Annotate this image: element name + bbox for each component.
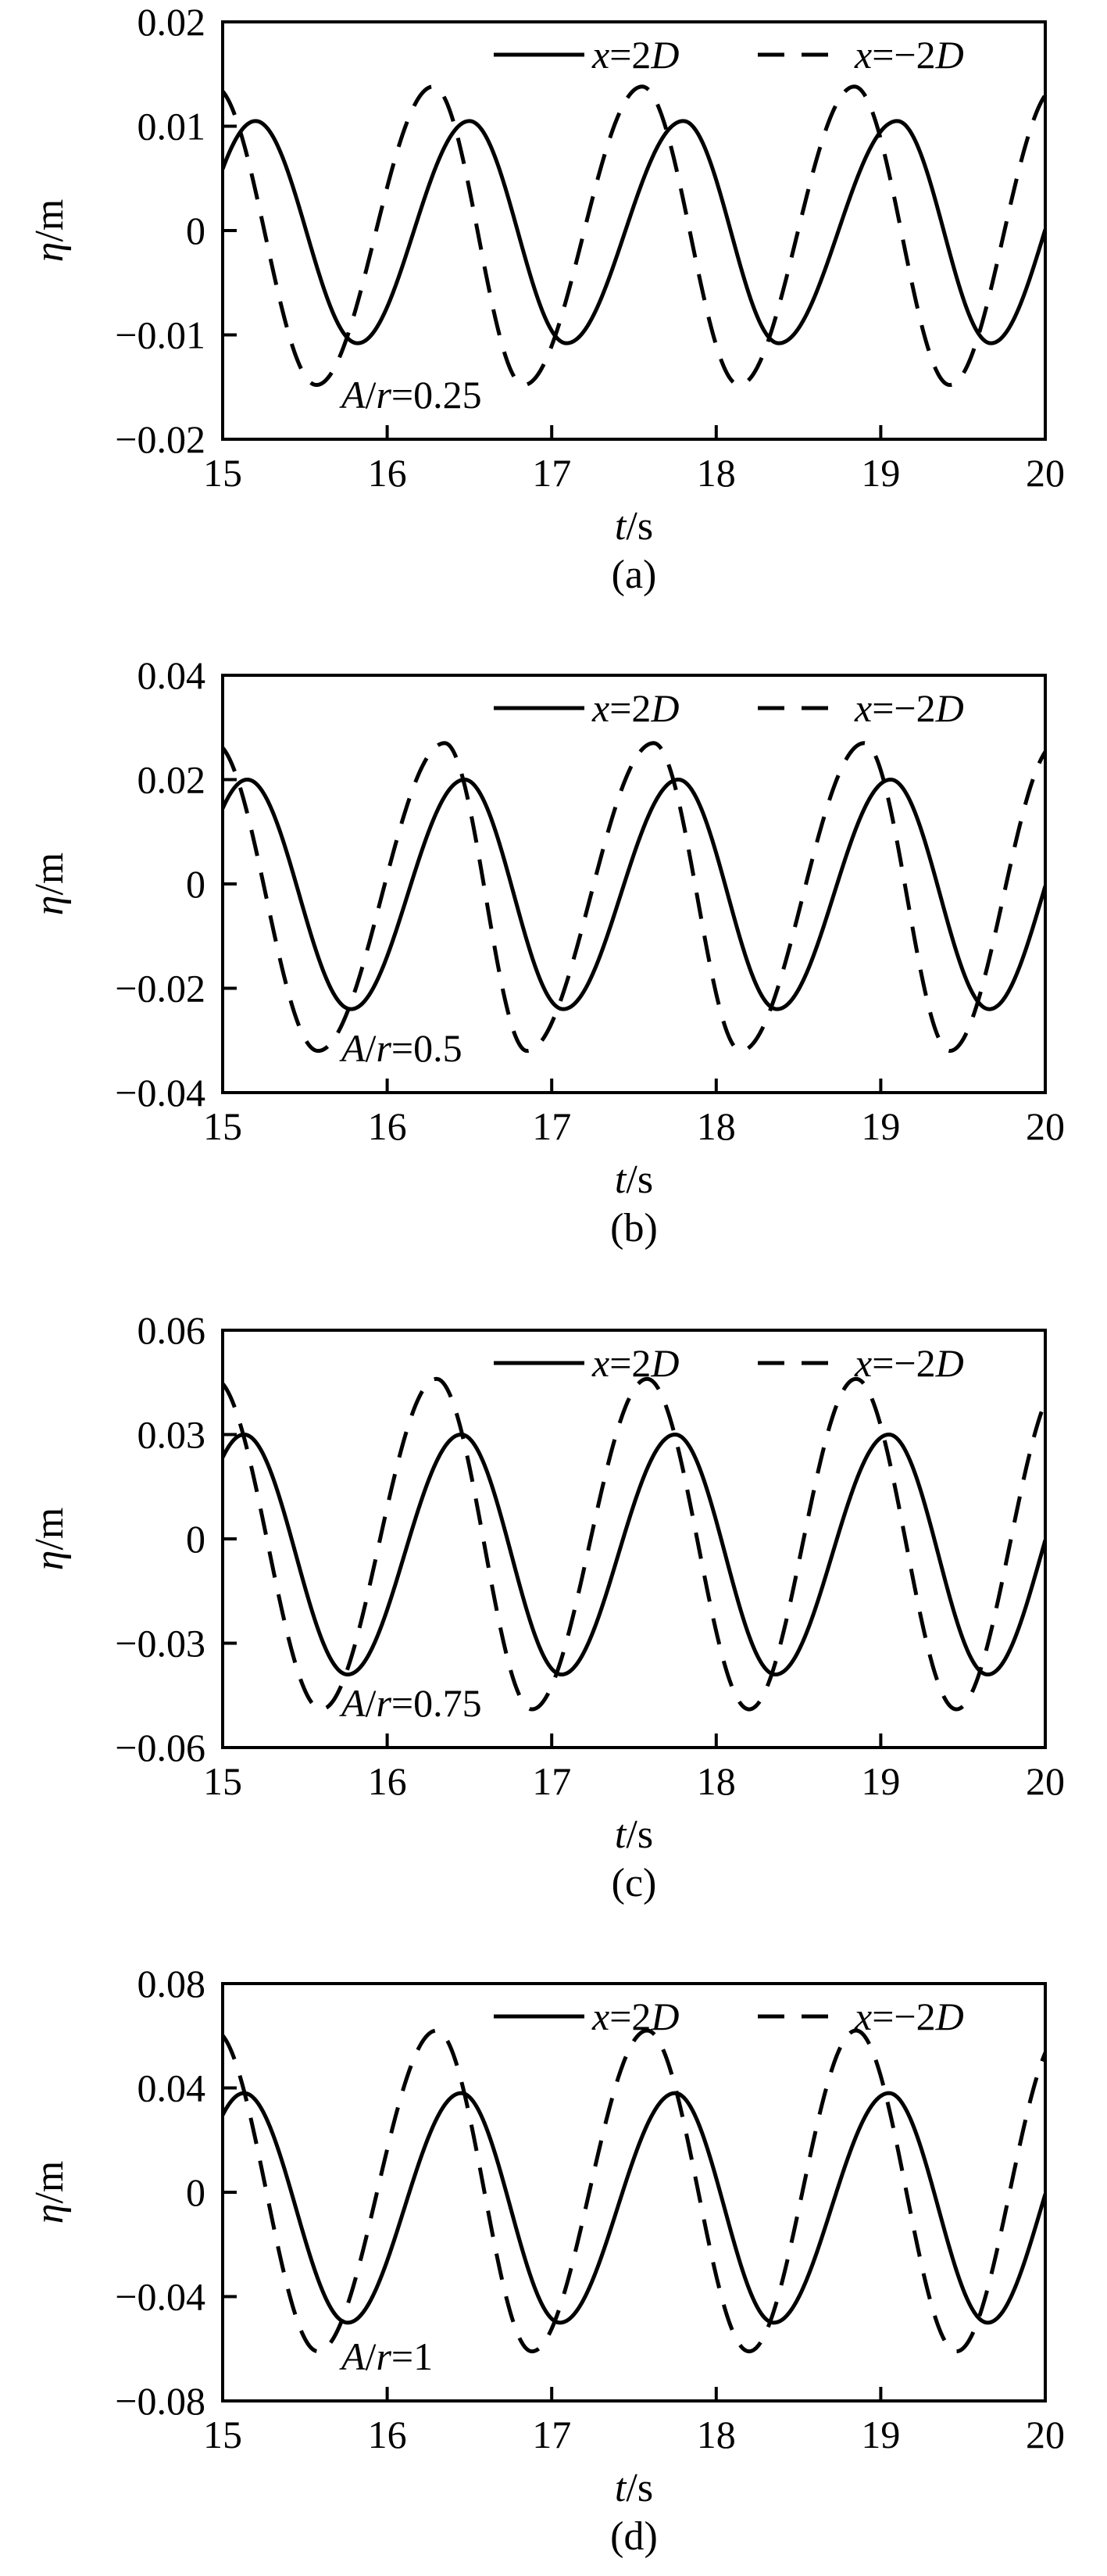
- panel-label: (d): [610, 2514, 658, 2559]
- y-tick-label: 0: [186, 1517, 205, 1561]
- y-tick-label: 0.04: [137, 2066, 206, 2110]
- x-tick-label: 18: [697, 2413, 736, 2456]
- x-tick-label: 19: [861, 1759, 900, 1803]
- y-tick-label: 0.02: [137, 0, 206, 44]
- y-tick-label: 0.01: [137, 105, 206, 148]
- x-tick-label: 20: [1026, 451, 1065, 495]
- panel-label: (a): [612, 553, 657, 597]
- annotation-label: A/r=0.25: [339, 373, 482, 417]
- legend-label: x=−2D: [854, 1995, 964, 2038]
- x-tick-label: 16: [368, 451, 407, 495]
- legend-label: x=2D: [591, 33, 680, 77]
- series-line-solid: [223, 2091, 1045, 2325]
- y-tick-label: −0.03: [115, 1622, 205, 1665]
- series-line-dashed: [223, 741, 1045, 1054]
- y-tick-label: 0.02: [137, 758, 206, 802]
- x-tick-label: 19: [861, 451, 900, 495]
- y-tick-label: −0.04: [115, 1071, 205, 1114]
- y-tick-label: −0.08: [115, 2379, 205, 2423]
- y-axis-label: η/m: [27, 2161, 72, 2224]
- y-tick-label: −0.01: [115, 313, 205, 357]
- y-axis-label: η/m: [27, 1508, 72, 1571]
- legend-label: x=2D: [591, 686, 680, 730]
- y-tick-label: −0.02: [115, 417, 205, 461]
- legend-label: x=−2D: [854, 33, 964, 77]
- x-tick-label: 17: [532, 1104, 571, 1148]
- annotation-label: A/r=1: [339, 2334, 433, 2378]
- chart-panel-4: 15 16 17 18 19 20 0.08 0.04 0 −0.04 −0.08 η/m t/s (d)…: [27, 1962, 1065, 2559]
- y-tick-label: −0.02: [115, 967, 205, 1011]
- chart-panel-2: 15 16 17 18 19 20 0.04 0.02 0 −0.02 −0.04 η/m t/s (b)…: [27, 653, 1065, 1250]
- x-tick-label: 17: [532, 2413, 571, 2456]
- annotation-label: A/r=0.75: [339, 1681, 482, 1725]
- x-axis-label: t/s: [615, 504, 653, 549]
- y-tick-label: 0.08: [137, 1962, 206, 2005]
- y-tick-label: 0: [186, 209, 205, 252]
- y-tick-label: 0: [186, 862, 205, 906]
- x-tick-label: 17: [532, 1759, 571, 1803]
- panel-label: (b): [610, 1206, 658, 1250]
- panel-label: (c): [612, 1861, 657, 1905]
- x-tick-label: 20: [1026, 1759, 1065, 1803]
- legend-label: x=−2D: [854, 1341, 964, 1385]
- x-tick-label: 18: [697, 451, 736, 495]
- y-tick-label: 0.03: [137, 1413, 206, 1457]
- x-tick-label: 20: [1026, 2413, 1065, 2456]
- series-line-dashed: [223, 1376, 1045, 1712]
- x-tick-label: 17: [532, 451, 571, 495]
- x-tick-label: 19: [861, 1104, 900, 1148]
- series-line-dashed: [223, 2028, 1045, 2354]
- x-tick-label: 18: [697, 1759, 736, 1803]
- series-line-solid: [223, 1432, 1045, 1677]
- series-line-solid: [223, 777, 1045, 1011]
- y-axis-label: η/m: [27, 853, 72, 916]
- x-axis-label: t/s: [615, 1812, 653, 1857]
- y-tick-label: −0.04: [115, 2275, 205, 2319]
- x-tick-label: 15: [203, 1104, 242, 1148]
- x-tick-label: 15: [203, 1759, 242, 1803]
- x-tick-label: 15: [203, 451, 242, 495]
- y-tick-label: 0.04: [137, 653, 206, 697]
- y-tick-label: −0.06: [115, 1726, 205, 1769]
- x-tick-label: 16: [368, 2413, 407, 2456]
- x-axis-label: t/s: [615, 2466, 653, 2510]
- chart-panel-1: 15 16 17 18 19 20 0.02 0.01 0 −0.01 −0.02 η/m t/s (a)…: [27, 0, 1065, 597]
- x-tick-label: 18: [697, 1104, 736, 1148]
- annotation-label: A/r=0.5: [339, 1026, 462, 1070]
- y-tick-label: 0: [186, 2170, 205, 2214]
- x-tick-label: 16: [368, 1759, 407, 1803]
- legend-label: x=2D: [591, 1995, 680, 2038]
- x-tick-label: 20: [1026, 1104, 1065, 1148]
- legend-label: x=2D: [591, 1341, 680, 1385]
- series-line-solid: [223, 119, 1045, 345]
- x-tick-label: 15: [203, 2413, 242, 2456]
- series-line-dashed: [223, 84, 1045, 388]
- y-tick-label: 0.06: [137, 1308, 206, 1352]
- x-axis-label: t/s: [615, 1157, 653, 1202]
- chart-panel-3: 15 16 17 18 19 20 0.06 0.03 0 −0.03 −0.06 η/m t/s (c)…: [27, 1308, 1065, 1905]
- y-axis-label: η/m: [27, 199, 72, 263]
- legend-label: x=−2D: [854, 686, 964, 730]
- x-tick-label: 16: [368, 1104, 407, 1148]
- x-tick-label: 19: [861, 2413, 900, 2456]
